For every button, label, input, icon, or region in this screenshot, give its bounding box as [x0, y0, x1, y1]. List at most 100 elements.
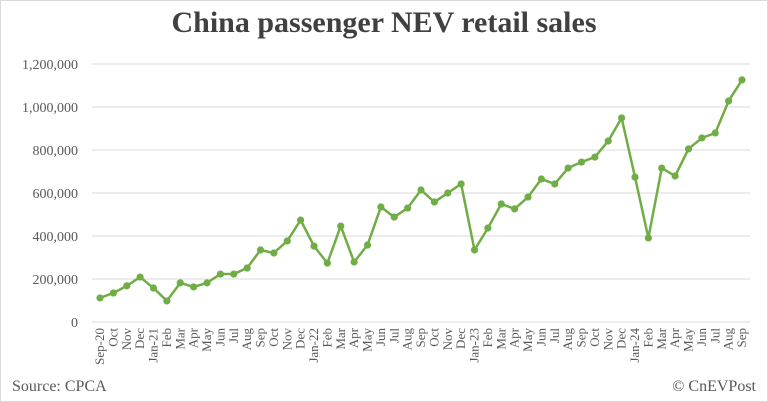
data-point: [377, 203, 385, 211]
x-tick-label: Aug: [721, 328, 736, 351]
data-point: [738, 76, 746, 84]
data-point: [163, 297, 171, 305]
data-point: [149, 284, 158, 292]
y-tick-label: 800,000: [33, 144, 79, 159]
x-tick-label: Jan-21: [146, 328, 161, 363]
data-point: [310, 242, 318, 250]
data-point: [604, 137, 612, 145]
x-tick-label: Feb: [640, 328, 655, 348]
x-tick-label: Jan-24: [627, 328, 642, 363]
x-tick-label: May: [360, 328, 375, 352]
x-tick-label: Aug: [560, 328, 575, 351]
source-note: Source: CPCA: [12, 378, 107, 395]
data-point: [323, 259, 331, 267]
data-point: [457, 180, 465, 188]
x-tick-label: Oct: [266, 328, 281, 347]
data-point: [96, 294, 104, 302]
data-point: [390, 213, 398, 221]
copyright-credit: © CnEVPost: [672, 378, 756, 395]
y-tick-label: 200,000: [33, 273, 79, 288]
x-tick-label: Sep: [574, 328, 589, 348]
x-tick-label: Apr: [507, 327, 522, 348]
x-tick-label: Apr: [186, 327, 201, 348]
data-point: [123, 282, 131, 290]
x-tick-label: Jun: [212, 328, 227, 347]
data-point: [591, 153, 599, 161]
x-tick-label: Jul: [707, 328, 722, 344]
x-tick-label: Mar: [333, 327, 348, 349]
x-tick-label: Nov: [119, 328, 134, 351]
x-tick-label: Apr: [346, 327, 361, 348]
data-point: [109, 289, 117, 297]
y-tick-label: 1,200,000: [22, 58, 78, 73]
x-tick-label: Mar: [172, 327, 187, 349]
x-tick-label: Dec: [614, 328, 629, 349]
data-point: [711, 129, 719, 137]
x-tick-label: Aug: [400, 328, 415, 351]
data-point: [470, 246, 479, 254]
data-point: [270, 249, 278, 257]
x-tick-label: Aug: [239, 328, 254, 351]
data-point: [216, 270, 224, 278]
data-point: [243, 264, 251, 272]
data-point: [658, 164, 666, 172]
y-tick-label: 400,000: [33, 230, 79, 245]
data-point: [511, 205, 519, 213]
x-tick-label: Nov: [440, 328, 455, 351]
x-tick-label: May: [681, 328, 696, 352]
x-tick-label: Sep-20: [92, 328, 107, 365]
x-tick-label: Feb: [480, 328, 495, 348]
chart-title: China passenger NEV retail sales: [171, 6, 597, 39]
data-point: [350, 258, 358, 266]
data-point: [684, 145, 693, 153]
x-tick-label: Jun: [373, 328, 388, 347]
gridlines: [92, 63, 750, 323]
y-tick-label: 600,000: [33, 187, 79, 202]
x-tick-label: May: [520, 328, 535, 352]
data-point: [283, 237, 291, 245]
data-point: [484, 224, 492, 232]
x-tick-label: Sep: [734, 328, 749, 348]
x-tick-label: Jan-23: [467, 328, 482, 363]
data-point: [644, 234, 652, 242]
data-point: [404, 204, 412, 212]
data-point: [631, 173, 639, 181]
data-point: [537, 175, 545, 183]
data-point: [136, 273, 144, 281]
data-point: [363, 241, 372, 249]
data-point: [203, 279, 211, 287]
x-tick-label: Oct: [587, 328, 602, 347]
x-tick-label: Jun: [694, 328, 709, 347]
x-tick-label: Jul: [386, 328, 401, 344]
x-axis-labels: Sep-20OctNovDecJan-21FebMarAprMayJunJulA…: [92, 327, 749, 365]
data-points: [96, 76, 746, 305]
x-tick-label: Sep: [413, 328, 428, 348]
x-tick-label: Sep: [253, 328, 268, 348]
data-point: [417, 186, 425, 194]
x-tick-label: Nov: [600, 328, 615, 351]
y-axis-labels: 0 200,000 400,000 600,000 800,000 1,000,000 1,…: [22, 58, 78, 331]
data-point: [176, 279, 184, 287]
data-point: [190, 283, 198, 291]
x-tick-label: Nov: [279, 328, 294, 351]
data-point: [564, 164, 572, 172]
data-point: [444, 189, 452, 197]
x-tick-label: Jan-22: [306, 328, 321, 363]
data-point: [725, 97, 733, 105]
x-tick-label: Dec: [132, 328, 147, 349]
x-tick-label: Dec: [453, 328, 468, 349]
data-point: [297, 216, 305, 224]
data-point: [430, 198, 438, 206]
x-tick-label: Jul: [547, 328, 562, 344]
data-point: [256, 246, 265, 254]
x-tick-label: Apr: [667, 327, 682, 348]
x-tick-label: Oct: [426, 328, 441, 347]
data-point: [524, 193, 532, 201]
data-point: [618, 114, 626, 122]
x-tick-label: May: [199, 328, 214, 352]
data-point: [551, 180, 559, 188]
data-point: [698, 134, 706, 142]
data-point: [497, 200, 505, 208]
x-tick-label: Mar: [493, 327, 508, 349]
